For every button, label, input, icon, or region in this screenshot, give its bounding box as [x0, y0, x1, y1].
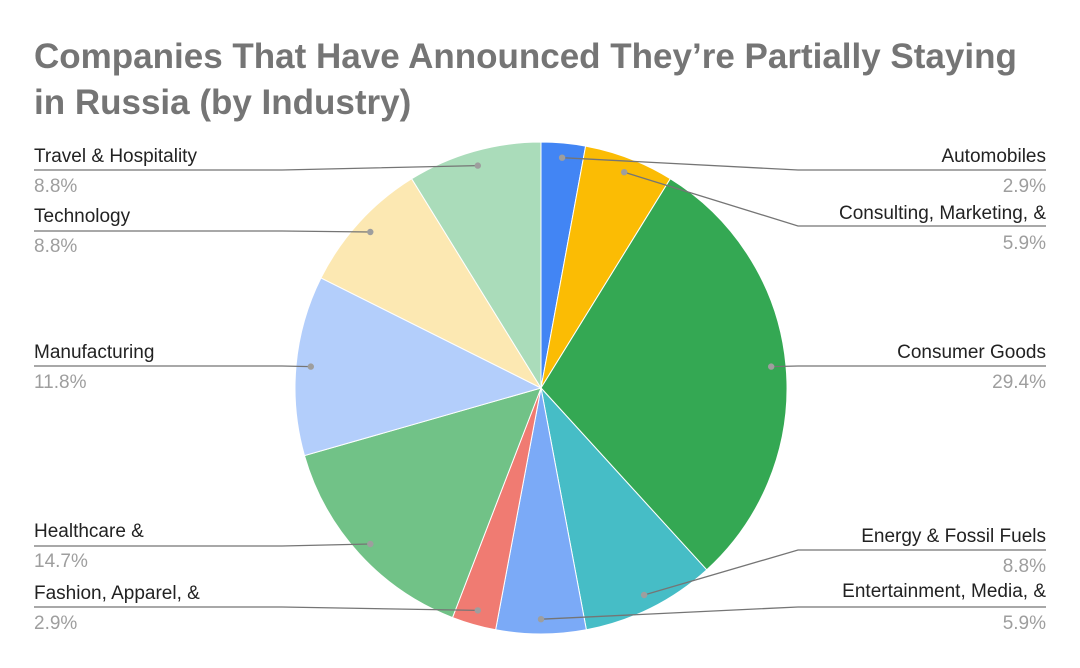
pie-slices	[294, 141, 788, 635]
pie-slice-technology	[320, 178, 543, 390]
leader-line-entertainment-media	[540, 606, 1046, 620]
leader-dot-technology	[367, 228, 374, 236]
slice-label-healthcare: Healthcare &	[34, 521, 144, 542]
slice-value-healthcare: 14.7%	[34, 551, 88, 572]
leader-line-travel-hospitality	[34, 164, 478, 171]
slice-value-energy-fossil-fuels: 8.8%	[1003, 556, 1046, 577]
slice-label-consumer-goods: Consumer Goods	[897, 342, 1046, 363]
leader-line-technology	[34, 230, 371, 233]
slice-value-travel-hospitality: 8.8%	[34, 176, 77, 197]
slice-label-fashion-apparel: Fashion, Apparel, &	[34, 583, 200, 604]
leader-line-energy-fossil-fuels	[643, 549, 1046, 596]
slice-label-entertainment-media: Entertainment, Media, &	[842, 581, 1046, 602]
leader-line-consumer-goods	[771, 365, 1046, 368]
leader-dot-fashion-apparel	[474, 607, 481, 614]
pie-slice-energy-fossil-fuels	[540, 386, 708, 631]
slice-labels: Automobiles 2.9% Consulting, Marketing, & 5…	[34, 146, 1046, 634]
slice-label-energy-fossil-fuels: Energy & Fossil Fuels	[861, 526, 1046, 547]
leader-dot-consulting-marketing	[621, 169, 628, 176]
leader-line-fashion-apparel	[34, 606, 478, 612]
slice-label-travel-hospitality: Travel & Hospitality	[34, 146, 197, 167]
leader-dot-entertainment-media	[537, 616, 545, 623]
slice-value-technology: 8.8%	[34, 236, 77, 257]
leader-dot-healthcare	[367, 540, 374, 548]
slice-value-entertainment-media: 5.9%	[1003, 613, 1046, 634]
pie-slice-consumer-goods	[540, 178, 788, 571]
slice-label-technology: Technology	[34, 206, 131, 227]
pie-slice-travel-hospitality	[411, 141, 542, 390]
slice-value-consulting-marketing: 5.9%	[1003, 233, 1046, 254]
leader-dot-energy-fossil-fuels	[640, 591, 648, 599]
slice-label-automobiles: Automobiles	[941, 146, 1046, 167]
leader-line-healthcare	[34, 543, 371, 547]
leader-dot-travel-hospitality	[474, 162, 481, 169]
slice-value-manufacturing: 11.8%	[34, 372, 87, 393]
leader-dot-manufacturing	[307, 363, 314, 370]
leader-dot-automobiles	[558, 154, 566, 161]
pie-slice-manufacturing	[294, 277, 543, 457]
leader-line-automobiles	[562, 157, 1046, 171]
slice-value-fashion-apparel: 2.9%	[34, 613, 77, 634]
slice-value-consumer-goods: 29.4%	[992, 372, 1046, 393]
slice-value-automobiles: 2.9%	[1003, 176, 1046, 197]
chart-title: Companies That Have Announced They’re Pa…	[34, 37, 1017, 122]
leader-line-consulting-marketing	[624, 171, 1046, 227]
slice-label-manufacturing: Manufacturing	[34, 342, 154, 363]
slice-label-consulting-marketing: Consulting, Marketing, &	[839, 203, 1046, 224]
leader-line-manufacturing	[34, 365, 311, 368]
leader-dot-consumer-goods	[768, 363, 775, 370]
